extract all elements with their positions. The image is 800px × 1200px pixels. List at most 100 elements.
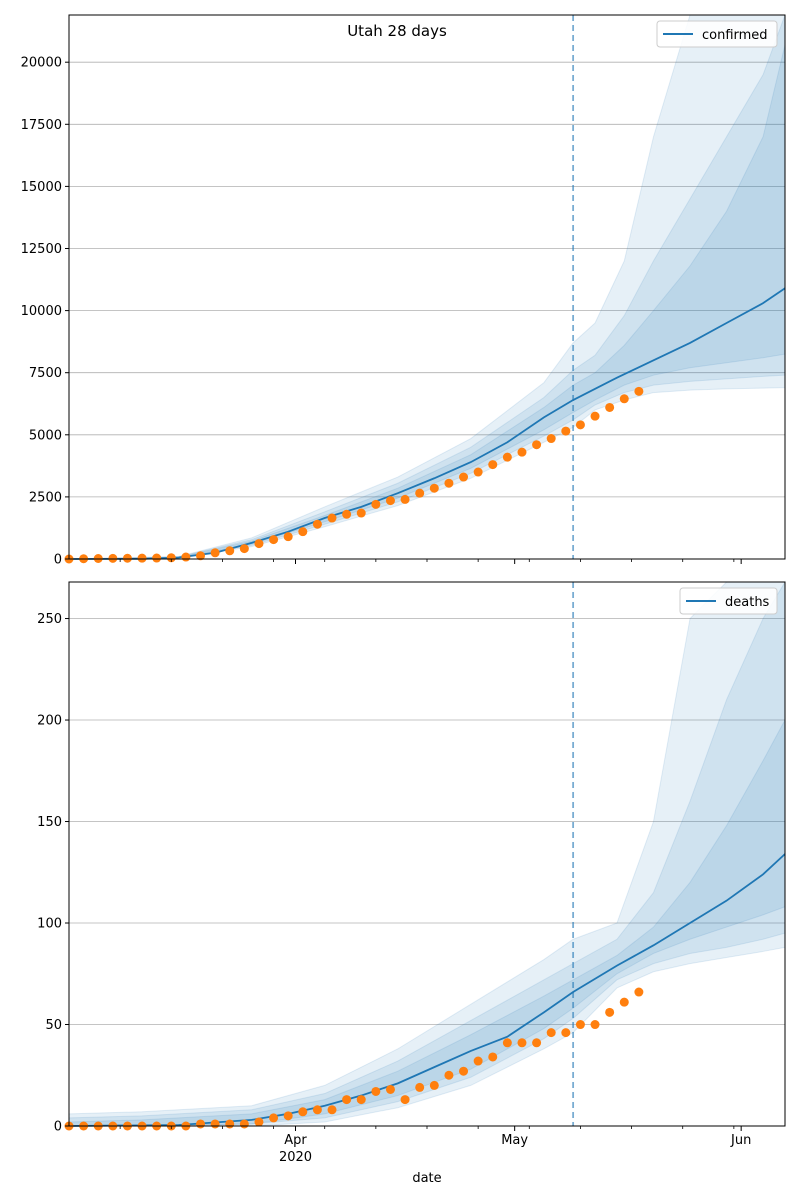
observed-point (415, 1082, 425, 1092)
observed-point (605, 402, 615, 412)
x-tick-label: May (501, 1133, 528, 1148)
observed-point (283, 1111, 293, 1121)
observed-point (210, 548, 220, 558)
observed-point (459, 1066, 469, 1076)
observed-point (312, 1105, 322, 1115)
observed-point (225, 546, 235, 556)
observed-point (459, 472, 469, 482)
y-tick-label: 2500 (29, 490, 62, 505)
legend-label: confirmed (702, 28, 768, 43)
observed-point (429, 1080, 439, 1090)
observed-point (269, 535, 279, 545)
model-line (68, 853, 786, 1127)
y-tick-label: 150 (37, 815, 62, 830)
observed-point (122, 553, 132, 563)
observed-point (385, 496, 395, 506)
y-tick-label: 20000 (21, 56, 62, 71)
observed-point (385, 1084, 395, 1094)
observed-point (502, 452, 512, 462)
confirmed-panel: 0 2500 5000 7500 10000 12500 15000 17500 20000 U… (21, 14, 786, 568)
model-line (68, 287, 786, 560)
observed-point (342, 1095, 352, 1105)
observed-point (371, 1086, 381, 1096)
observed-point (605, 1007, 615, 1017)
deaths-panel: 0 50 100 150 200 250 Apr 2020 May Jun deaths (37, 580, 786, 1165)
observed-point (356, 1095, 366, 1105)
x-tick-label: Jun (730, 1133, 751, 1148)
y-tick-label: 50 (45, 1018, 62, 1033)
observed-point (415, 488, 425, 498)
y-tick-label: 15000 (21, 180, 62, 195)
observed-point (400, 494, 410, 504)
observed-point (210, 1119, 220, 1129)
chart-title: Utah 28 days (347, 22, 447, 40)
observed-point (619, 394, 629, 404)
observed-points (64, 386, 644, 564)
observed-point (152, 553, 162, 563)
observed-point (532, 440, 542, 450)
y-tick-label: 100 (37, 917, 62, 932)
observed-point (590, 1020, 600, 1030)
observed-point (327, 1105, 337, 1115)
observed-point (254, 539, 264, 549)
observed-point (166, 553, 176, 563)
observed-point (575, 1020, 585, 1030)
y-tick-label: 5000 (29, 428, 62, 443)
observed-point (429, 483, 439, 493)
x-tick-sublabel: 2020 (279, 1150, 312, 1165)
y-gridlines (69, 618, 785, 1025)
model-series-line (68, 853, 786, 1127)
uncertainty-bands (68, 580, 786, 1127)
observed-point (444, 1070, 454, 1080)
y-axis-ticks: 0 2500 5000 7500 10000 12500 15000 17500 20000 (21, 56, 69, 568)
y-tick-label: 10000 (21, 304, 62, 319)
observed-point (283, 532, 293, 542)
observed-point (488, 460, 498, 470)
observed-point (327, 513, 337, 523)
observed-point (619, 997, 629, 1007)
observed-point (634, 386, 644, 396)
observed-point (239, 544, 249, 554)
legend-box (679, 587, 778, 615)
observed-point (342, 509, 352, 519)
observed-point (371, 499, 381, 509)
y-tick-label: 200 (37, 714, 62, 729)
legend: deaths (679, 587, 778, 615)
observed-point (561, 1028, 571, 1038)
observed-point (298, 1107, 308, 1117)
observed-point (532, 1038, 542, 1048)
observed-point (196, 551, 206, 561)
observed-point (254, 1117, 264, 1127)
observed-point (239, 1119, 249, 1129)
observed-point (269, 1113, 279, 1123)
observed-point (590, 411, 600, 421)
x-axis-ticks (119, 559, 742, 564)
observed-point (634, 987, 644, 997)
observed-point (444, 478, 454, 488)
observed-point (517, 1038, 527, 1048)
observed-point (517, 447, 527, 457)
y-tick-label: 250 (37, 612, 62, 627)
x-axis-label: date (412, 1171, 441, 1186)
observed-point (561, 426, 571, 436)
observed-point (488, 1052, 498, 1062)
observed-point (546, 1028, 556, 1038)
observed-point (473, 467, 483, 477)
uncertainty-bands (68, 14, 786, 560)
model-series-line (68, 287, 786, 560)
observed-point (312, 519, 322, 529)
x-tick-label: Apr (284, 1133, 307, 1148)
y-tick-label: 7500 (29, 366, 62, 381)
x-axis-ticks: Apr 2020 May Jun (119, 1126, 751, 1165)
y-tick-label: 0 (54, 1120, 62, 1135)
observed-point (225, 1119, 235, 1129)
observed-point (356, 508, 366, 518)
observed-point (575, 420, 585, 430)
y-tick-label: 12500 (21, 242, 62, 257)
observed-point (546, 434, 556, 444)
legend-box (656, 20, 778, 48)
legend-label: deaths (725, 595, 770, 610)
observed-point (473, 1056, 483, 1066)
uncertainty-band (68, 580, 786, 1127)
